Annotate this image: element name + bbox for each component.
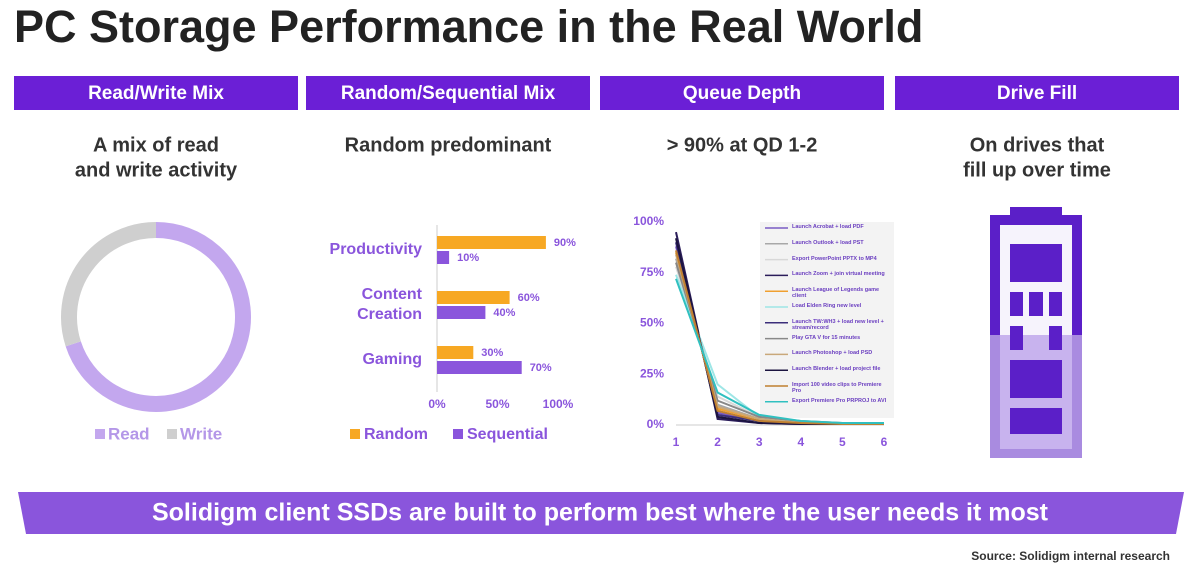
series-line xyxy=(675,250,884,425)
donut-segment xyxy=(61,222,157,347)
x-tick-label: 100% xyxy=(543,397,574,411)
value-label: 70% xyxy=(530,362,552,374)
legend-label: Play GTA V for 15 minutes xyxy=(792,334,861,341)
legend-label: Write xyxy=(180,424,222,443)
panel-header-bg xyxy=(306,76,590,110)
category-label: Productivity xyxy=(329,241,422,258)
bar xyxy=(437,306,486,319)
series-line xyxy=(675,278,884,424)
legend-swatch xyxy=(167,429,177,439)
banner-text: Solidigm client SSDs are built to perfor… xyxy=(152,499,1049,527)
legend-label: Export Premiere Pro PRPROJ to AVI xyxy=(792,397,887,404)
legend-label: Launch TW:WH3 + load new level + stream/… xyxy=(792,318,884,331)
legend-label: Sequential xyxy=(467,426,548,443)
battery-icon xyxy=(990,207,1082,458)
legend-label: Launch League of Legends game client xyxy=(792,287,880,300)
x-tick-label: 5 xyxy=(839,435,846,449)
legend-label: Load Elden Ring new level xyxy=(792,303,862,309)
x-tick-label: 0% xyxy=(428,397,446,411)
y-tick-label: 25% xyxy=(640,366,664,380)
panel-caption: A mix of read xyxy=(93,134,219,156)
legend-swatch xyxy=(350,429,360,439)
y-tick-label: 50% xyxy=(640,316,664,330)
value-label: 30% xyxy=(481,347,503,359)
panel-caption: and write activity xyxy=(75,159,238,181)
panel-header: Drive Fill xyxy=(997,83,1077,104)
donut-segment xyxy=(65,222,251,412)
y-tick-label: 0% xyxy=(647,417,665,431)
bar xyxy=(437,291,510,304)
x-tick-label: 6 xyxy=(881,435,888,449)
legend-swatch xyxy=(95,429,105,439)
legend-label: Read xyxy=(108,424,150,443)
x-tick-label: 2 xyxy=(714,435,721,449)
legend-label: Launch Photoshop + load PSD xyxy=(792,350,873,357)
category-label: Gaming xyxy=(362,351,422,368)
panel-caption: fill up over time xyxy=(963,159,1111,181)
bar xyxy=(437,346,474,359)
legend-swatch xyxy=(453,429,463,439)
value-label: 90% xyxy=(554,237,576,249)
legend-label: Export PowerPoint PPTX to MP4 xyxy=(792,255,877,262)
banner-bg xyxy=(18,492,1184,534)
panel-header: Random/Sequential Mix xyxy=(341,83,556,104)
x-tick-label: 50% xyxy=(485,397,509,411)
page-title: PC Storage Performance in the Real World xyxy=(14,1,923,52)
legend-label: Random xyxy=(364,426,428,443)
panel-caption: On drives that xyxy=(970,134,1105,156)
legend-label: Launch Acrobat + load PDF xyxy=(792,224,864,230)
panel-caption: > 90% at QD 1-2 xyxy=(667,134,818,156)
legend-label: Launch Outlook + load PST xyxy=(792,239,864,246)
legend-label: Launch Zoom + join virtual meeting xyxy=(792,271,885,278)
value-label: 60% xyxy=(518,292,540,304)
y-tick-label: 100% xyxy=(633,214,664,228)
x-tick-label: 4 xyxy=(797,435,804,449)
value-label: 10% xyxy=(457,252,479,264)
value-label: 40% xyxy=(493,307,515,319)
panel-header-bg xyxy=(600,76,884,110)
legend-label: Import 100 video clips to Premiere Pro xyxy=(792,382,882,394)
source-note: Source: Solidigm internal research xyxy=(971,549,1170,563)
panel-header-bg xyxy=(895,76,1179,110)
y-tick-label: 75% xyxy=(640,265,664,279)
bar xyxy=(437,236,546,249)
panel-header-bg xyxy=(14,76,298,110)
category-label: Content Creation xyxy=(357,286,422,323)
legend-label: Launch Blender + load project file xyxy=(792,366,881,373)
panel-header: Read/Write Mix xyxy=(88,83,224,104)
panel-caption: Random predominant xyxy=(345,134,552,156)
x-tick-label: 1 xyxy=(673,435,680,449)
panel-header: Queue Depth xyxy=(683,83,801,104)
x-tick-label: 3 xyxy=(756,435,763,449)
bar xyxy=(437,251,450,264)
bar xyxy=(437,361,522,374)
